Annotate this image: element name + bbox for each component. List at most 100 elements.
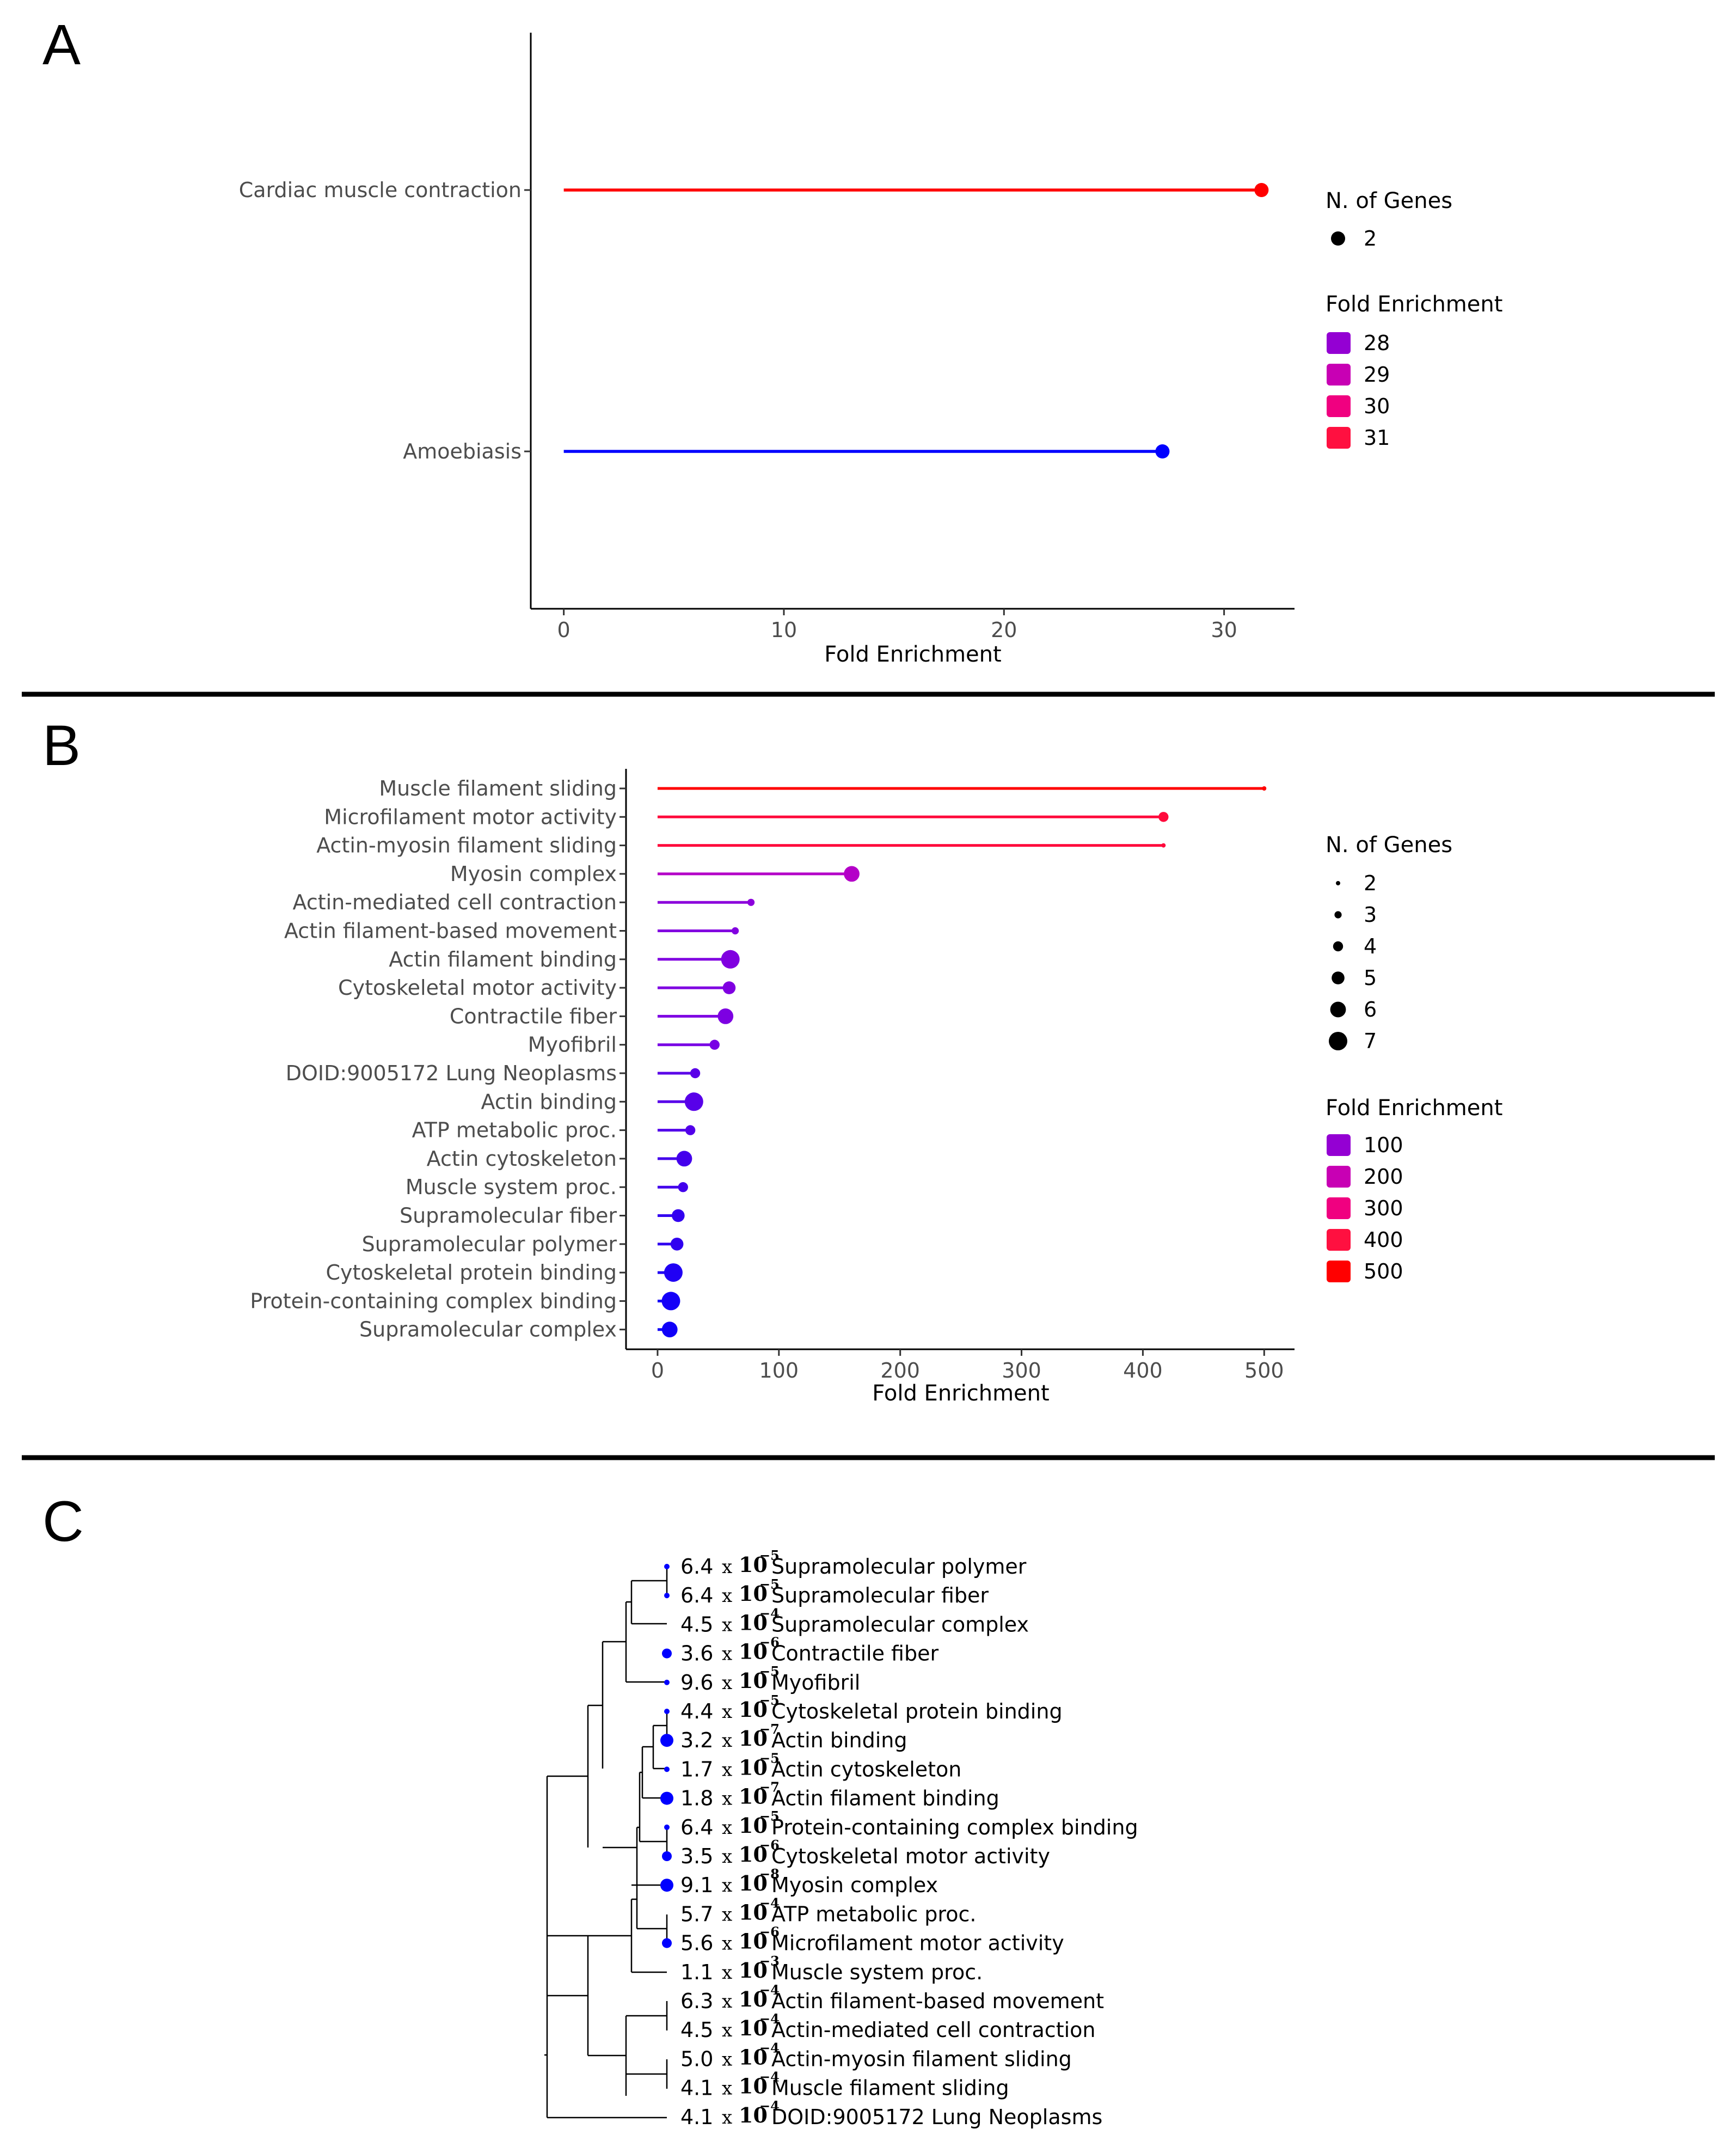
chart-b-legend-size-dot <box>1332 971 1345 984</box>
tip-pvalue-mantissa: 6.4 <box>680 1815 713 1839</box>
tip-times-sign: x <box>722 1585 732 1607</box>
tip-pvalue-mantissa: 9.1 <box>680 1873 713 1897</box>
chart-b-legend-color-label: 400 <box>1364 1228 1403 1252</box>
chart-b-point-cytoskeletal-motor-activity <box>722 981 736 994</box>
tip-term-label: Actin cytoskeleton <box>771 1757 961 1781</box>
tip-times-sign: x <box>722 2048 732 2070</box>
chart-a-category-label: Amoebiasis <box>403 439 522 463</box>
chart-b-legend-size-label: 5 <box>1364 966 1377 990</box>
chart-a-xtick-label: 30 <box>1211 618 1237 642</box>
chart-b-point-microfilament-motor-activity <box>1158 812 1169 822</box>
tip-pvalue-exponent: −4 <box>759 1895 780 1911</box>
tip-pvalue-base: 10 <box>739 1900 768 1924</box>
panel-a-letter: A <box>42 13 81 77</box>
chart-b-category-label: Muscle filament sliding <box>379 776 617 800</box>
chart-b-point-atp-metabolic-proc <box>685 1125 696 1135</box>
chart-b-category-label: Supramolecular fiber <box>400 1204 617 1228</box>
chart-b-point-actin-filament-binding <box>721 950 740 969</box>
tip-pvalue-mantissa: 3.2 <box>680 1728 713 1752</box>
chart-b-point-doid-9005172-lung-neoplasms <box>690 1068 701 1079</box>
chart-b-legend-color-label: 100 <box>1364 1133 1403 1157</box>
chart-b-legend-size-label: 6 <box>1364 998 1377 1021</box>
chart-b-category-label: Actin binding <box>481 1090 617 1114</box>
chart-b-point-supramolecular-polymer <box>670 1238 684 1251</box>
chart-b-xtick-label: 500 <box>1244 1359 1284 1383</box>
chart-b-legend-size-dot <box>1334 911 1342 919</box>
tip-pvalue-base: 10 <box>739 1668 768 1693</box>
tip-times-sign: x <box>722 1556 732 1578</box>
chart-b-legend-color-title: Fold Enrichment <box>1326 1096 1502 1121</box>
chart-b-category-label: Protein-containing complex binding <box>250 1289 617 1313</box>
tip-times-sign: x <box>722 1672 732 1694</box>
chart-a-category-label: Cardiac muscle contraction <box>239 178 522 202</box>
tip-pvalue-exponent: −6 <box>759 1635 780 1650</box>
tip-times-sign: x <box>722 1643 732 1665</box>
tip-pvalue-mantissa: 4.1 <box>680 2076 713 2100</box>
tip-times-sign: x <box>722 1962 732 1984</box>
tip-term-label: Muscle filament sliding <box>771 2076 1009 2100</box>
tip-pvalue-exponent: −3 <box>759 1953 780 1969</box>
tip-pvalue-base: 10 <box>739 1813 768 1838</box>
chart-a-legend-color-label: 28 <box>1364 331 1390 355</box>
chart-a-legend-color-label: 29 <box>1364 363 1390 387</box>
tip-times-sign: x <box>722 1701 732 1723</box>
chart-b-xtick-label: 0 <box>651 1359 664 1383</box>
tip-term-label: DOID:9005172 Lung Neoplasms <box>771 2105 1102 2129</box>
chart-a-legend-size-label: 2 <box>1364 227 1377 250</box>
chart-a-legend-color-label: 31 <box>1364 426 1390 450</box>
chart-b-legend-size-dot <box>1333 941 1344 952</box>
chart-b-point-myofibril <box>709 1039 720 1050</box>
tip-term-label: Microfilament motor activity <box>771 1931 1064 1955</box>
chart-b-point-protein-containing-complex-binding <box>661 1292 680 1311</box>
chart-b-category-label: Cytoskeletal protein binding <box>326 1261 617 1284</box>
chart-b-category-label: Supramolecular complex <box>359 1318 617 1342</box>
chart-b-legend: N. of Genes 2 3 4 5 6 7 Fold Enrichment 100 20… <box>1326 833 1502 1283</box>
chart-b-point-muscle-system-proc <box>678 1182 688 1192</box>
tip-pvalue-base: 10 <box>739 2045 768 2069</box>
chart-b-category-label: Myofibril <box>528 1033 617 1057</box>
chart-b-xtick-label: 100 <box>759 1359 799 1383</box>
chart-b-point-actin-binding <box>684 1092 703 1111</box>
tip-pvalue-exponent: −4 <box>759 1982 780 1998</box>
tip-term-label: Contractile fiber <box>771 1642 938 1666</box>
tip-pvalue-exponent: −4 <box>759 2040 780 2056</box>
tip-pvalue-exponent: −4 <box>759 2011 780 2027</box>
chart-b: Muscle filament sliding Microfilament mot… <box>250 769 1502 1406</box>
tip-pvalue-mantissa: 4.4 <box>680 1699 713 1723</box>
tip-pvalue-mantissa: 5.0 <box>680 2047 713 2071</box>
tip-term-label: Myofibril <box>771 1671 860 1695</box>
tip-term-label: Supramolecular complex <box>771 1612 1029 1636</box>
tip-pvalue-base: 10 <box>739 1581 768 1606</box>
chart-b-legend-size-dot <box>1336 881 1340 885</box>
chart-b-point-actin-myosin-filament-sliding <box>1161 843 1166 848</box>
chart-b-category-label: Myosin complex <box>450 862 617 886</box>
chart-b-legend-size-dot <box>1330 1001 1346 1018</box>
dendrogram-tip-dot <box>662 1851 672 1861</box>
tip-pvalue-mantissa: 1.8 <box>680 1787 713 1810</box>
tip-times-sign: x <box>722 1730 732 1752</box>
chart-b-legend-size-label: 4 <box>1364 934 1377 958</box>
tip-times-sign: x <box>722 1991 732 2012</box>
dendrogram-tip-dot <box>662 1938 672 1948</box>
chart-b-category-label: Actin-myosin filament sliding <box>316 834 617 858</box>
chart-b-point-supramolecular-fiber <box>672 1209 685 1222</box>
tip-term-label: Actin binding <box>771 1728 907 1752</box>
tip-times-sign: x <box>722 1875 732 1897</box>
chart-b-category-label: DOID:9005172 Lung Neoplasms <box>286 1061 617 1085</box>
chart-a-x-axis-title: Fold Enrichment <box>824 642 1001 667</box>
tip-pvalue-base: 10 <box>739 1987 768 2011</box>
chart-b-point-muscle-filament-sliding <box>1262 786 1267 791</box>
chart-b-legend-color-swatch <box>1327 1166 1351 1188</box>
chart-b-legend-size-dot <box>1329 1032 1347 1050</box>
chart-a-xtick-label: 10 <box>771 618 797 642</box>
dendrogram-tip-dot <box>664 1593 670 1599</box>
tip-term-label: Actin filament-based movement <box>771 1989 1104 2013</box>
chart-a-legend-size-dot <box>1331 231 1345 246</box>
tip-times-sign: x <box>722 1933 732 1955</box>
chart-b-category-label: Cytoskeletal motor activity <box>338 976 617 1000</box>
dendrogram-tip-dot <box>664 1709 670 1714</box>
tip-pvalue-mantissa: 4.5 <box>680 1612 713 1636</box>
chart-b-xtick-label: 200 <box>880 1359 920 1383</box>
